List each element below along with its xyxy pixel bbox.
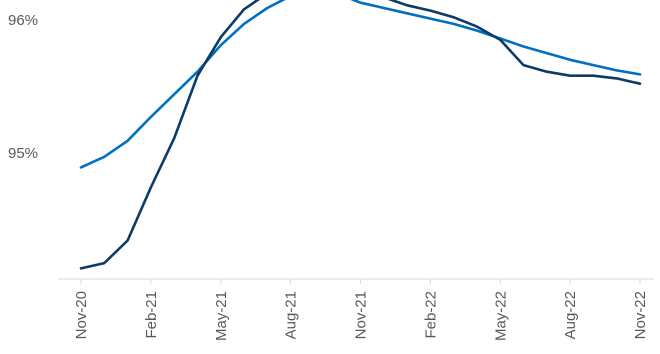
x-tick-label: Aug-21 (283, 291, 300, 339)
y-tick-label: 96% (8, 12, 38, 29)
x-tick-label: Nov-22 (632, 291, 649, 339)
x-tick-label: Aug-22 (562, 291, 579, 339)
series-line-1 (79, 0, 642, 169)
y-axis-ticks: 95% 96% (8, 12, 38, 162)
x-tick-label: Feb-21 (143, 291, 160, 339)
x-tick-label: Feb-22 (422, 291, 439, 339)
x-axis-labels: Nov-20 Feb-21 May-21 Aug-21 Nov-21 Feb-2… (73, 291, 649, 341)
x-tick-label: May-22 (492, 291, 509, 341)
x-axis-ticks (80, 279, 641, 284)
series-layer (79, 0, 642, 270)
x-tick-label: Nov-20 (73, 291, 90, 339)
x-tick-label: May-21 (213, 291, 230, 341)
x-tick-label: Nov-21 (353, 291, 370, 339)
y-tick-label: 95% (8, 145, 38, 162)
series-line-2 (79, 0, 642, 270)
